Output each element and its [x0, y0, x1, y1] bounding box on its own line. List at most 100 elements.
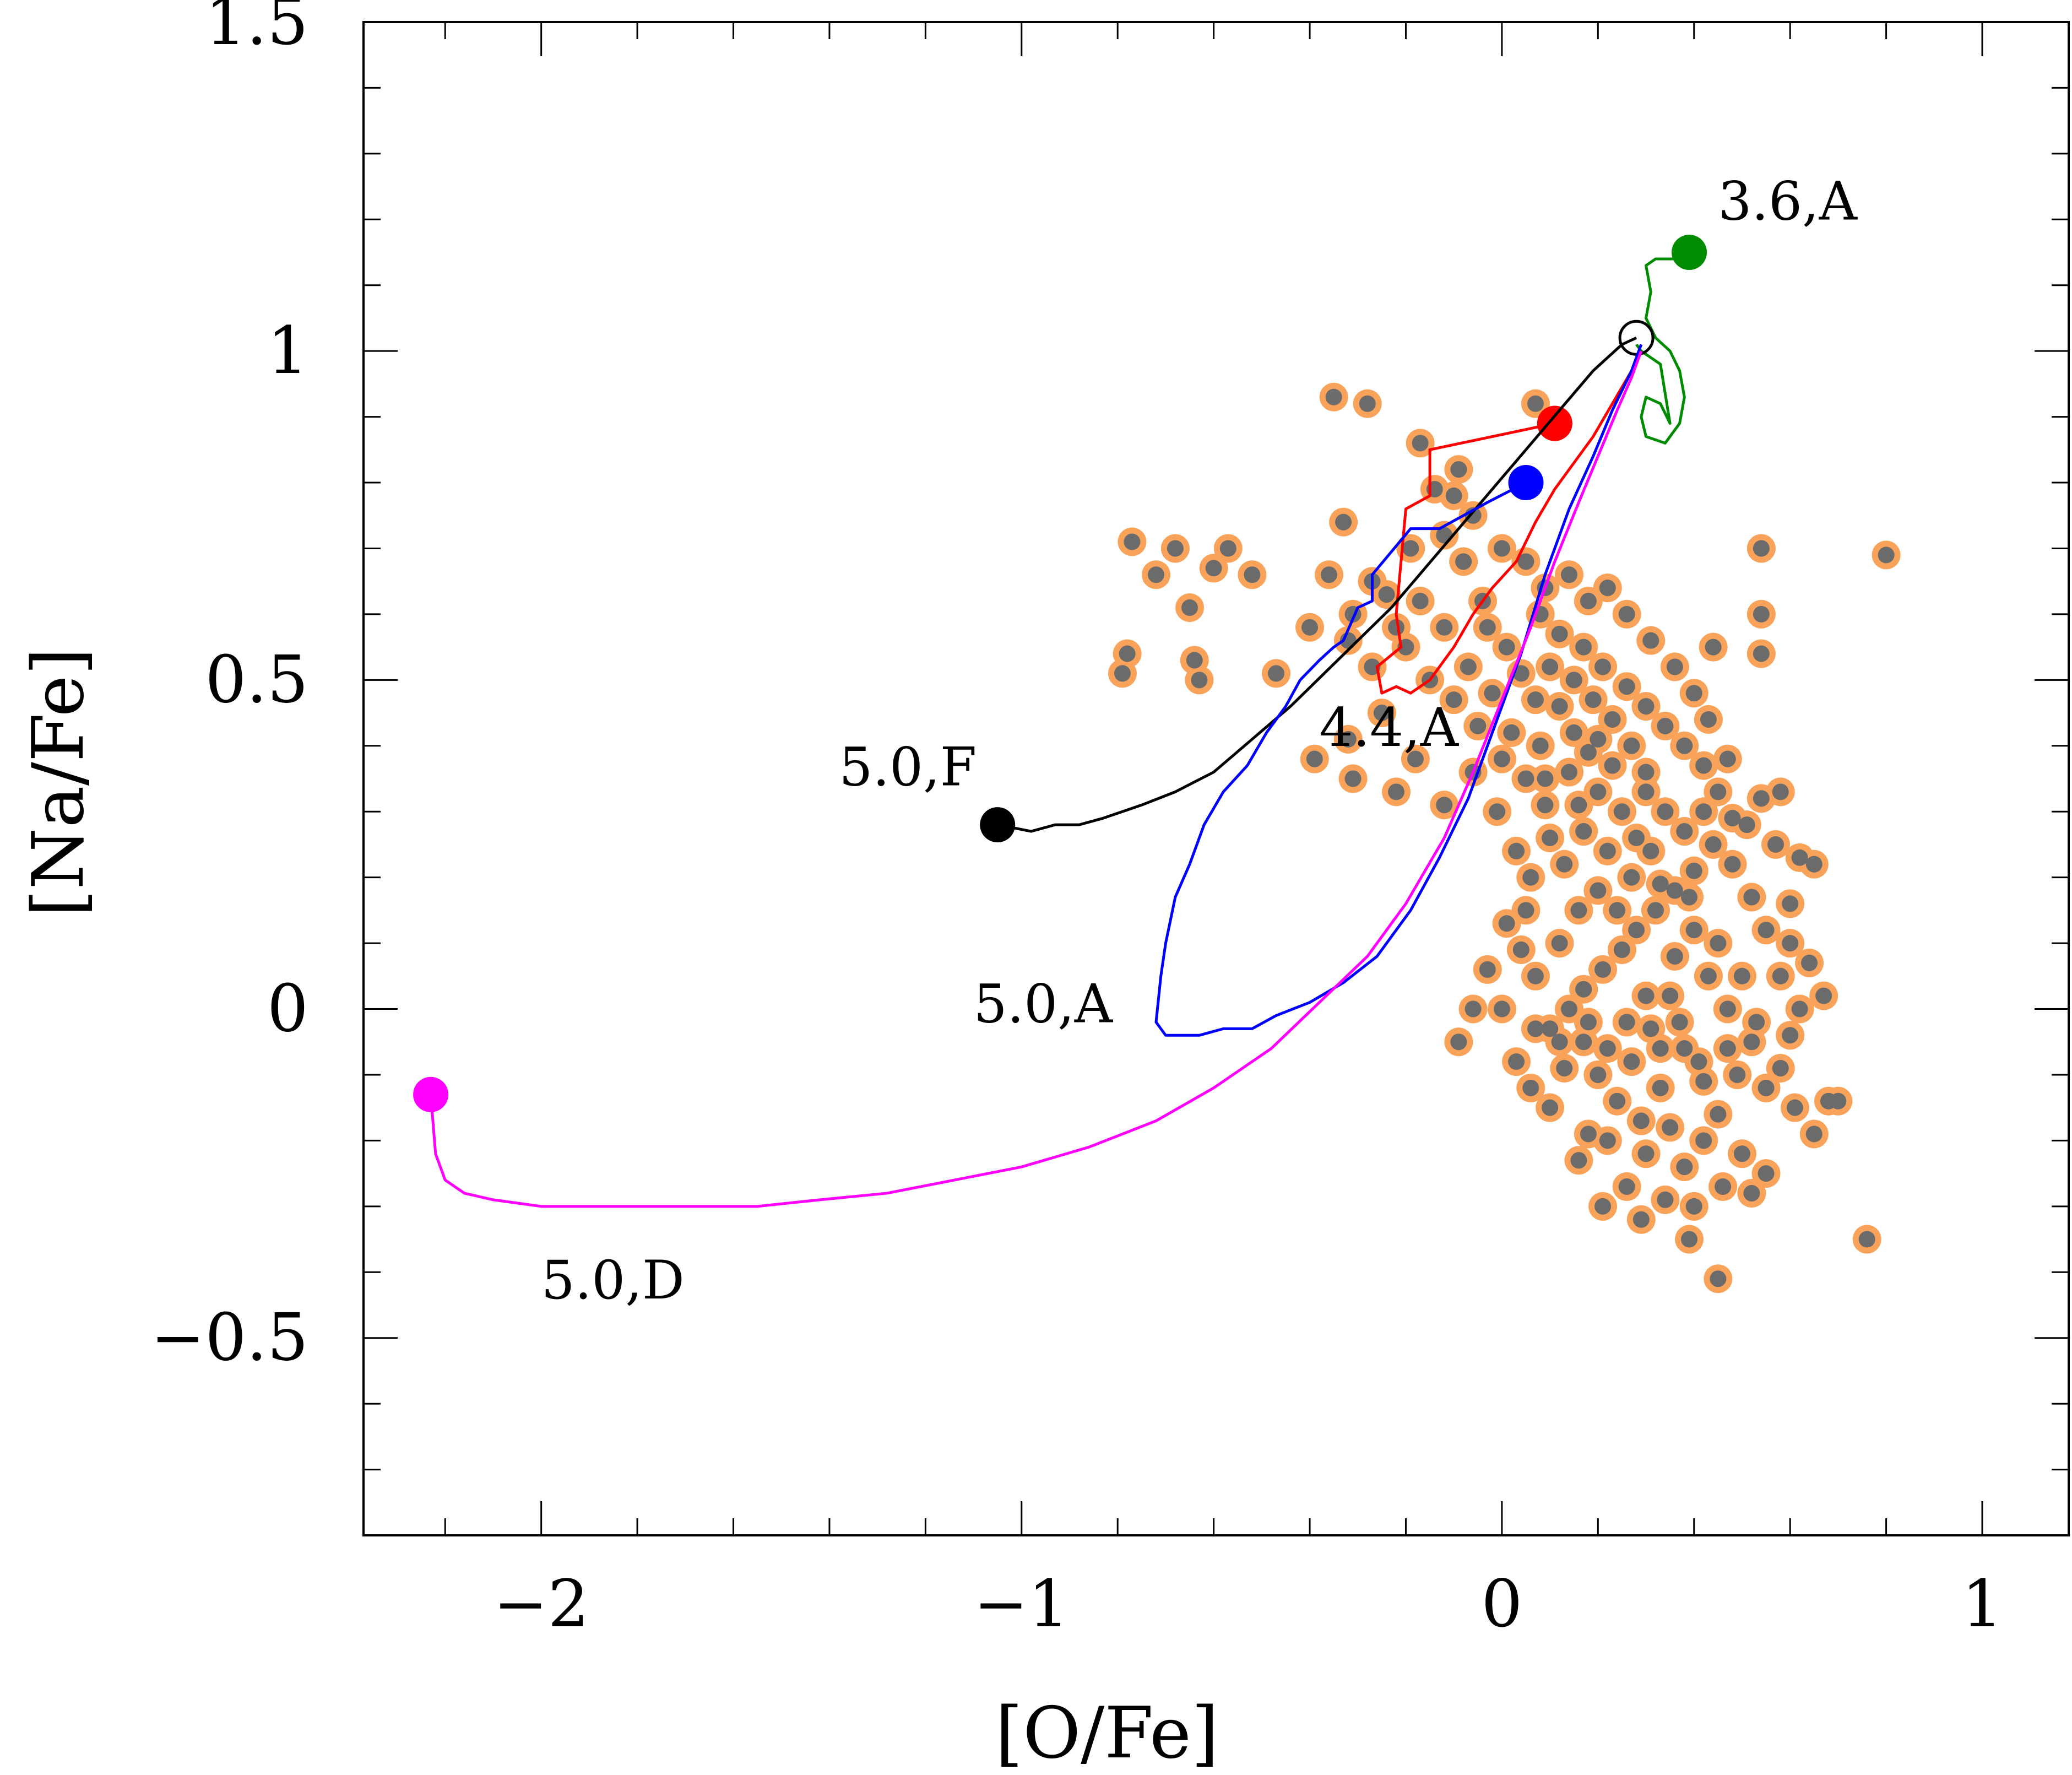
observed-star-point [1147, 566, 1164, 583]
observed-star-point [1388, 783, 1405, 800]
observed-star-point [1695, 757, 1712, 774]
observed-star-point [1455, 553, 1472, 570]
track-label-5-0-d: 5.0,D [541, 1249, 685, 1311]
observed-star-point [1542, 829, 1559, 846]
observed-star-point [1710, 1270, 1727, 1287]
observed-star-point [1503, 724, 1520, 741]
y-tick-label: 1.5 [205, 0, 308, 59]
observed-star-point [1599, 580, 1616, 597]
observed-star-point [1580, 1014, 1597, 1031]
observed-star-point [1445, 487, 1462, 504]
observed-star-point [1268, 665, 1285, 682]
observed-star-point [1753, 790, 1770, 807]
observed-star-point [1604, 757, 1621, 774]
observed-star-point [1613, 803, 1630, 820]
observed-star-point [1590, 882, 1607, 899]
observed-star-point [1657, 1191, 1674, 1208]
observed-star-point [1244, 566, 1261, 583]
observed-star-point [1186, 652, 1203, 669]
observed-star-point [1685, 1198, 1702, 1215]
observed-star-point [1815, 987, 1832, 1004]
observed-star-point [1599, 1040, 1616, 1057]
observed-star-point [1556, 1060, 1573, 1077]
observed-star-point [1219, 540, 1236, 557]
observed-star-point [1306, 750, 1323, 767]
observed-star-point [1710, 1106, 1727, 1123]
track-line-5-0-f [997, 337, 1637, 833]
observed-star-point [1537, 797, 1554, 814]
observed-star-point [1585, 691, 1602, 708]
observed-star-point [1743, 1033, 1760, 1051]
observed-star-point [1590, 730, 1607, 748]
observed-star-point [1618, 678, 1635, 695]
y-tick-label: 1 [267, 312, 308, 388]
observed-star-point [1690, 1053, 1707, 1070]
observed-star-point [1450, 461, 1467, 478]
observed-star-point [1613, 941, 1630, 959]
observed-star-point [1676, 823, 1693, 840]
observed-star-point [1637, 987, 1655, 1004]
x-axis-title: [O/Fe] [995, 1692, 1219, 1774]
observed-star-point [1618, 605, 1635, 623]
observed-star-point [1657, 803, 1674, 820]
observed-star-point [1551, 1033, 1568, 1051]
observed-star-point [1772, 783, 1789, 800]
observed-star-point [1753, 605, 1770, 623]
observed-star-point [1729, 1066, 1746, 1083]
observed-star-point [1561, 566, 1578, 583]
observed-star-point [1599, 842, 1616, 859]
observed-star-point [1782, 935, 1799, 952]
observed-star-point [1119, 645, 1136, 662]
track-label-5-0-a: 5.0,A [974, 973, 1114, 1035]
observed-star-point [1623, 1053, 1640, 1070]
observed-star-point [1479, 619, 1496, 636]
x-tick-label: 1 [1961, 1566, 2003, 1642]
observed-star-point [1647, 902, 1664, 919]
observed-star-point [1772, 967, 1789, 984]
observed-star-point [1738, 816, 1755, 834]
observed-star-point [1786, 1099, 1803, 1116]
observed-star-point [1715, 1178, 1732, 1195]
observed-star-point [1522, 869, 1539, 886]
observed-star-point [1743, 889, 1760, 906]
observed-star-point [1685, 862, 1702, 879]
observed-star-point [1407, 750, 1424, 767]
observed-star-point [1662, 1119, 1679, 1136]
observed-star-point [1527, 967, 1544, 984]
observed-star-point [1469, 717, 1487, 734]
observed-star-point [1517, 902, 1534, 919]
observed-star-point [1508, 1053, 1525, 1070]
observed-star-point [1570, 1152, 1587, 1169]
observed-star-point [1412, 593, 1429, 610]
track-label-4-4-a: 4.4,A [1320, 697, 1460, 759]
observed-star-point [1436, 797, 1453, 814]
observed-star-point [1335, 513, 1352, 531]
observed-star-point [1181, 599, 1198, 616]
observed-star-point [1637, 764, 1655, 781]
observed-star-point [1628, 922, 1645, 939]
observed-star-point [1662, 987, 1679, 1004]
observed-star-point [1378, 586, 1395, 603]
track-start-marker-5-0-d [413, 1076, 449, 1112]
observed-star-point [1301, 619, 1319, 636]
observed-star-point [1705, 836, 1722, 853]
observed-star-point [1498, 915, 1515, 932]
observed-star-point [1450, 1033, 1467, 1051]
observed-star-point [1685, 685, 1702, 702]
observed-star-point [1710, 935, 1727, 952]
observed-star-point [1479, 961, 1496, 978]
track-start-marker-5-0-f [980, 807, 1016, 843]
observed-star-point [1517, 770, 1534, 787]
observed-star-point [1676, 1159, 1693, 1176]
observed-star-point [1695, 803, 1712, 820]
observed-star-point [1489, 803, 1506, 820]
observed-star-point [1445, 691, 1462, 708]
observed-star-point [1594, 658, 1612, 675]
axes-layer: −2 −1 0 1 −0.5 0 0.5 1 1.5 [150, 0, 2070, 1642]
observed-star-point [1388, 619, 1405, 636]
observed-star-point [1758, 1165, 1775, 1182]
observed-star-point [1594, 1198, 1612, 1215]
observed-star-point [1637, 698, 1655, 715]
observed-star-point [1671, 1014, 1688, 1031]
observed-star-point [1733, 1145, 1750, 1162]
